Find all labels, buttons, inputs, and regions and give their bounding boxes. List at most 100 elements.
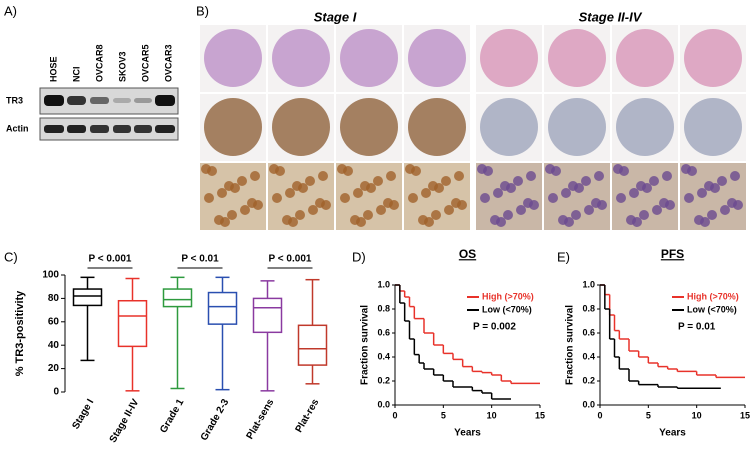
- nucleus: [356, 217, 366, 227]
- tissue-core: [340, 98, 398, 156]
- nucleus: [480, 193, 490, 203]
- nucleus: [483, 166, 493, 176]
- chart-title: PFS: [661, 247, 684, 261]
- nucleus: [526, 171, 536, 181]
- nucleus: [230, 183, 240, 193]
- x-tick-label: Plat-res: [294, 397, 322, 435]
- nucleus: [353, 188, 363, 198]
- tissue-core: [272, 98, 330, 156]
- y-axis-label: Fraction survival: [360, 305, 371, 385]
- nucleus: [733, 200, 743, 210]
- tissue-core: [684, 29, 742, 87]
- x-tick-label: 0: [392, 410, 397, 420]
- y-tick-label: 60: [48, 316, 60, 327]
- nucleus: [551, 166, 561, 176]
- nucleus: [373, 176, 383, 186]
- nucleus: [240, 205, 250, 215]
- tissue-core: [480, 98, 538, 156]
- legend-label: Low (<70%): [687, 304, 737, 314]
- tissue-core: [204, 29, 262, 87]
- nucleus: [594, 171, 604, 181]
- tissue-core: [616, 29, 674, 87]
- x-tick-label: 5: [646, 410, 651, 420]
- nucleus: [457, 200, 467, 210]
- y-tick-label: 0.0: [582, 399, 595, 409]
- row-label: TR3: [6, 95, 23, 105]
- nucleus: [717, 176, 727, 186]
- x-tick-label: 5: [441, 410, 446, 420]
- nucleus: [687, 166, 697, 176]
- nucleus: [288, 217, 298, 227]
- nucleus: [250, 171, 260, 181]
- nucleus: [574, 183, 584, 193]
- nucleus: [340, 193, 350, 203]
- nucleus: [343, 166, 353, 176]
- y-tick-label: 100: [42, 270, 59, 281]
- row-label: Actin: [6, 123, 29, 133]
- x-axis-label: Years: [454, 428, 481, 439]
- nucleus: [207, 166, 217, 176]
- legend-label: High (>70%): [482, 291, 534, 301]
- nucleus: [571, 210, 581, 220]
- nucleus: [652, 205, 662, 215]
- x-tick-label: 10: [692, 410, 702, 420]
- panel-label: C): [4, 249, 18, 264]
- nucleus: [424, 217, 434, 227]
- nucleus: [584, 205, 594, 215]
- y-tick-label: 40: [48, 340, 60, 351]
- nucleus: [321, 200, 331, 210]
- tissue-core: [272, 29, 330, 87]
- lane-label: OVCAR8: [94, 44, 104, 82]
- tissue-core: [548, 29, 606, 87]
- nucleus: [662, 171, 672, 181]
- y-tick-label: 0.4: [377, 351, 390, 361]
- y-tick-label: 20: [48, 363, 60, 374]
- lane-label: HOSE: [48, 56, 58, 82]
- nucleus: [642, 183, 652, 193]
- tissue-core: [548, 98, 606, 156]
- nucleus: [285, 188, 295, 198]
- nucleus: [697, 188, 707, 198]
- chart-title: OS: [459, 247, 476, 261]
- nucleus: [616, 193, 626, 203]
- y-tick-label: 0.8: [582, 303, 595, 313]
- tissue-core: [408, 98, 466, 156]
- nucleus: [597, 200, 607, 210]
- x-tick-label: 15: [535, 410, 545, 420]
- group-title: Stage II-IV: [579, 9, 643, 24]
- y-tick-label: 0.6: [377, 327, 390, 337]
- box: [252, 297, 283, 334]
- nucleus: [564, 217, 574, 227]
- y-tick-label: 0.6: [582, 327, 595, 337]
- panel-label: E): [557, 249, 570, 264]
- nucleus: [411, 166, 421, 176]
- panel-label: B): [196, 3, 209, 18]
- tissue-core: [480, 29, 538, 87]
- y-tick-label: 0: [53, 387, 59, 398]
- tissue-core: [408, 29, 466, 87]
- western-blot: [39, 87, 179, 141]
- nucleus: [581, 176, 591, 186]
- nucleus: [496, 217, 506, 227]
- x-tick-label: Grade 2-3: [199, 397, 232, 443]
- y-tick-label: 0.2: [582, 375, 595, 385]
- nucleus: [619, 166, 629, 176]
- x-tick-label: Stage I: [70, 397, 96, 431]
- nucleus: [227, 210, 237, 220]
- nucleus: [295, 210, 305, 220]
- nucleus: [408, 193, 418, 203]
- nucleus: [444, 205, 454, 215]
- nucleus: [431, 210, 441, 220]
- tissue-core: [340, 29, 398, 87]
- nucleus: [513, 176, 523, 186]
- lane-label: OVCAR3: [163, 44, 173, 82]
- nucleus: [318, 171, 328, 181]
- nucleus: [632, 217, 642, 227]
- nucleus: [253, 200, 263, 210]
- x-tick-label: Grade 1: [158, 397, 186, 435]
- nucleus: [503, 210, 513, 220]
- nucleus: [217, 188, 227, 198]
- nucleus: [529, 200, 539, 210]
- nucleus: [548, 193, 558, 203]
